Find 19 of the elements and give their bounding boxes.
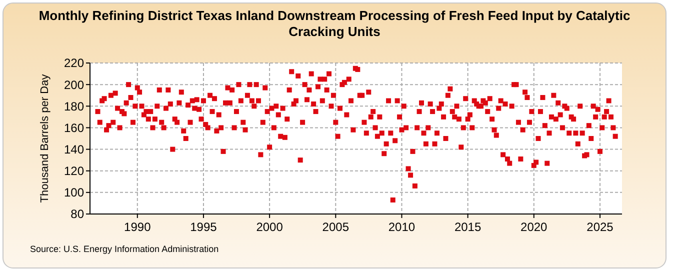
y-tick-label: 220 (64, 56, 84, 70)
chart-title: Monthly Refining District Texas Inland Downstream Processing of Fresh Feed Input by Catalytic Cracking Units (38, 8, 630, 39)
y-tick-label: 100 (64, 186, 84, 200)
y-tick-label: 140 (64, 142, 84, 156)
y-tick-label: 180 (64, 99, 84, 114)
source-note: Source: U.S. Energy Information Administration (30, 244, 219, 254)
x-tick-label: 2025 (586, 220, 614, 234)
y-tick-label: 80 (70, 207, 84, 222)
y-tick-label: 120 (64, 164, 84, 178)
x-tick-label: 1995 (190, 220, 218, 234)
x-tick-label: 2020 (520, 220, 548, 234)
x-tick-label: 1990 (124, 220, 152, 234)
x-tick-label: 2005 (322, 220, 350, 234)
y-tick-label: 200 (64, 78, 84, 92)
y-tick-label: 160 (64, 120, 84, 135)
x-tick-label: 2000 (256, 220, 284, 234)
x-tick-label: 2015 (454, 220, 482, 234)
y-axis-title: Thousand Barrels per Day (39, 74, 51, 203)
x-tick-label: 2010 (388, 220, 416, 234)
